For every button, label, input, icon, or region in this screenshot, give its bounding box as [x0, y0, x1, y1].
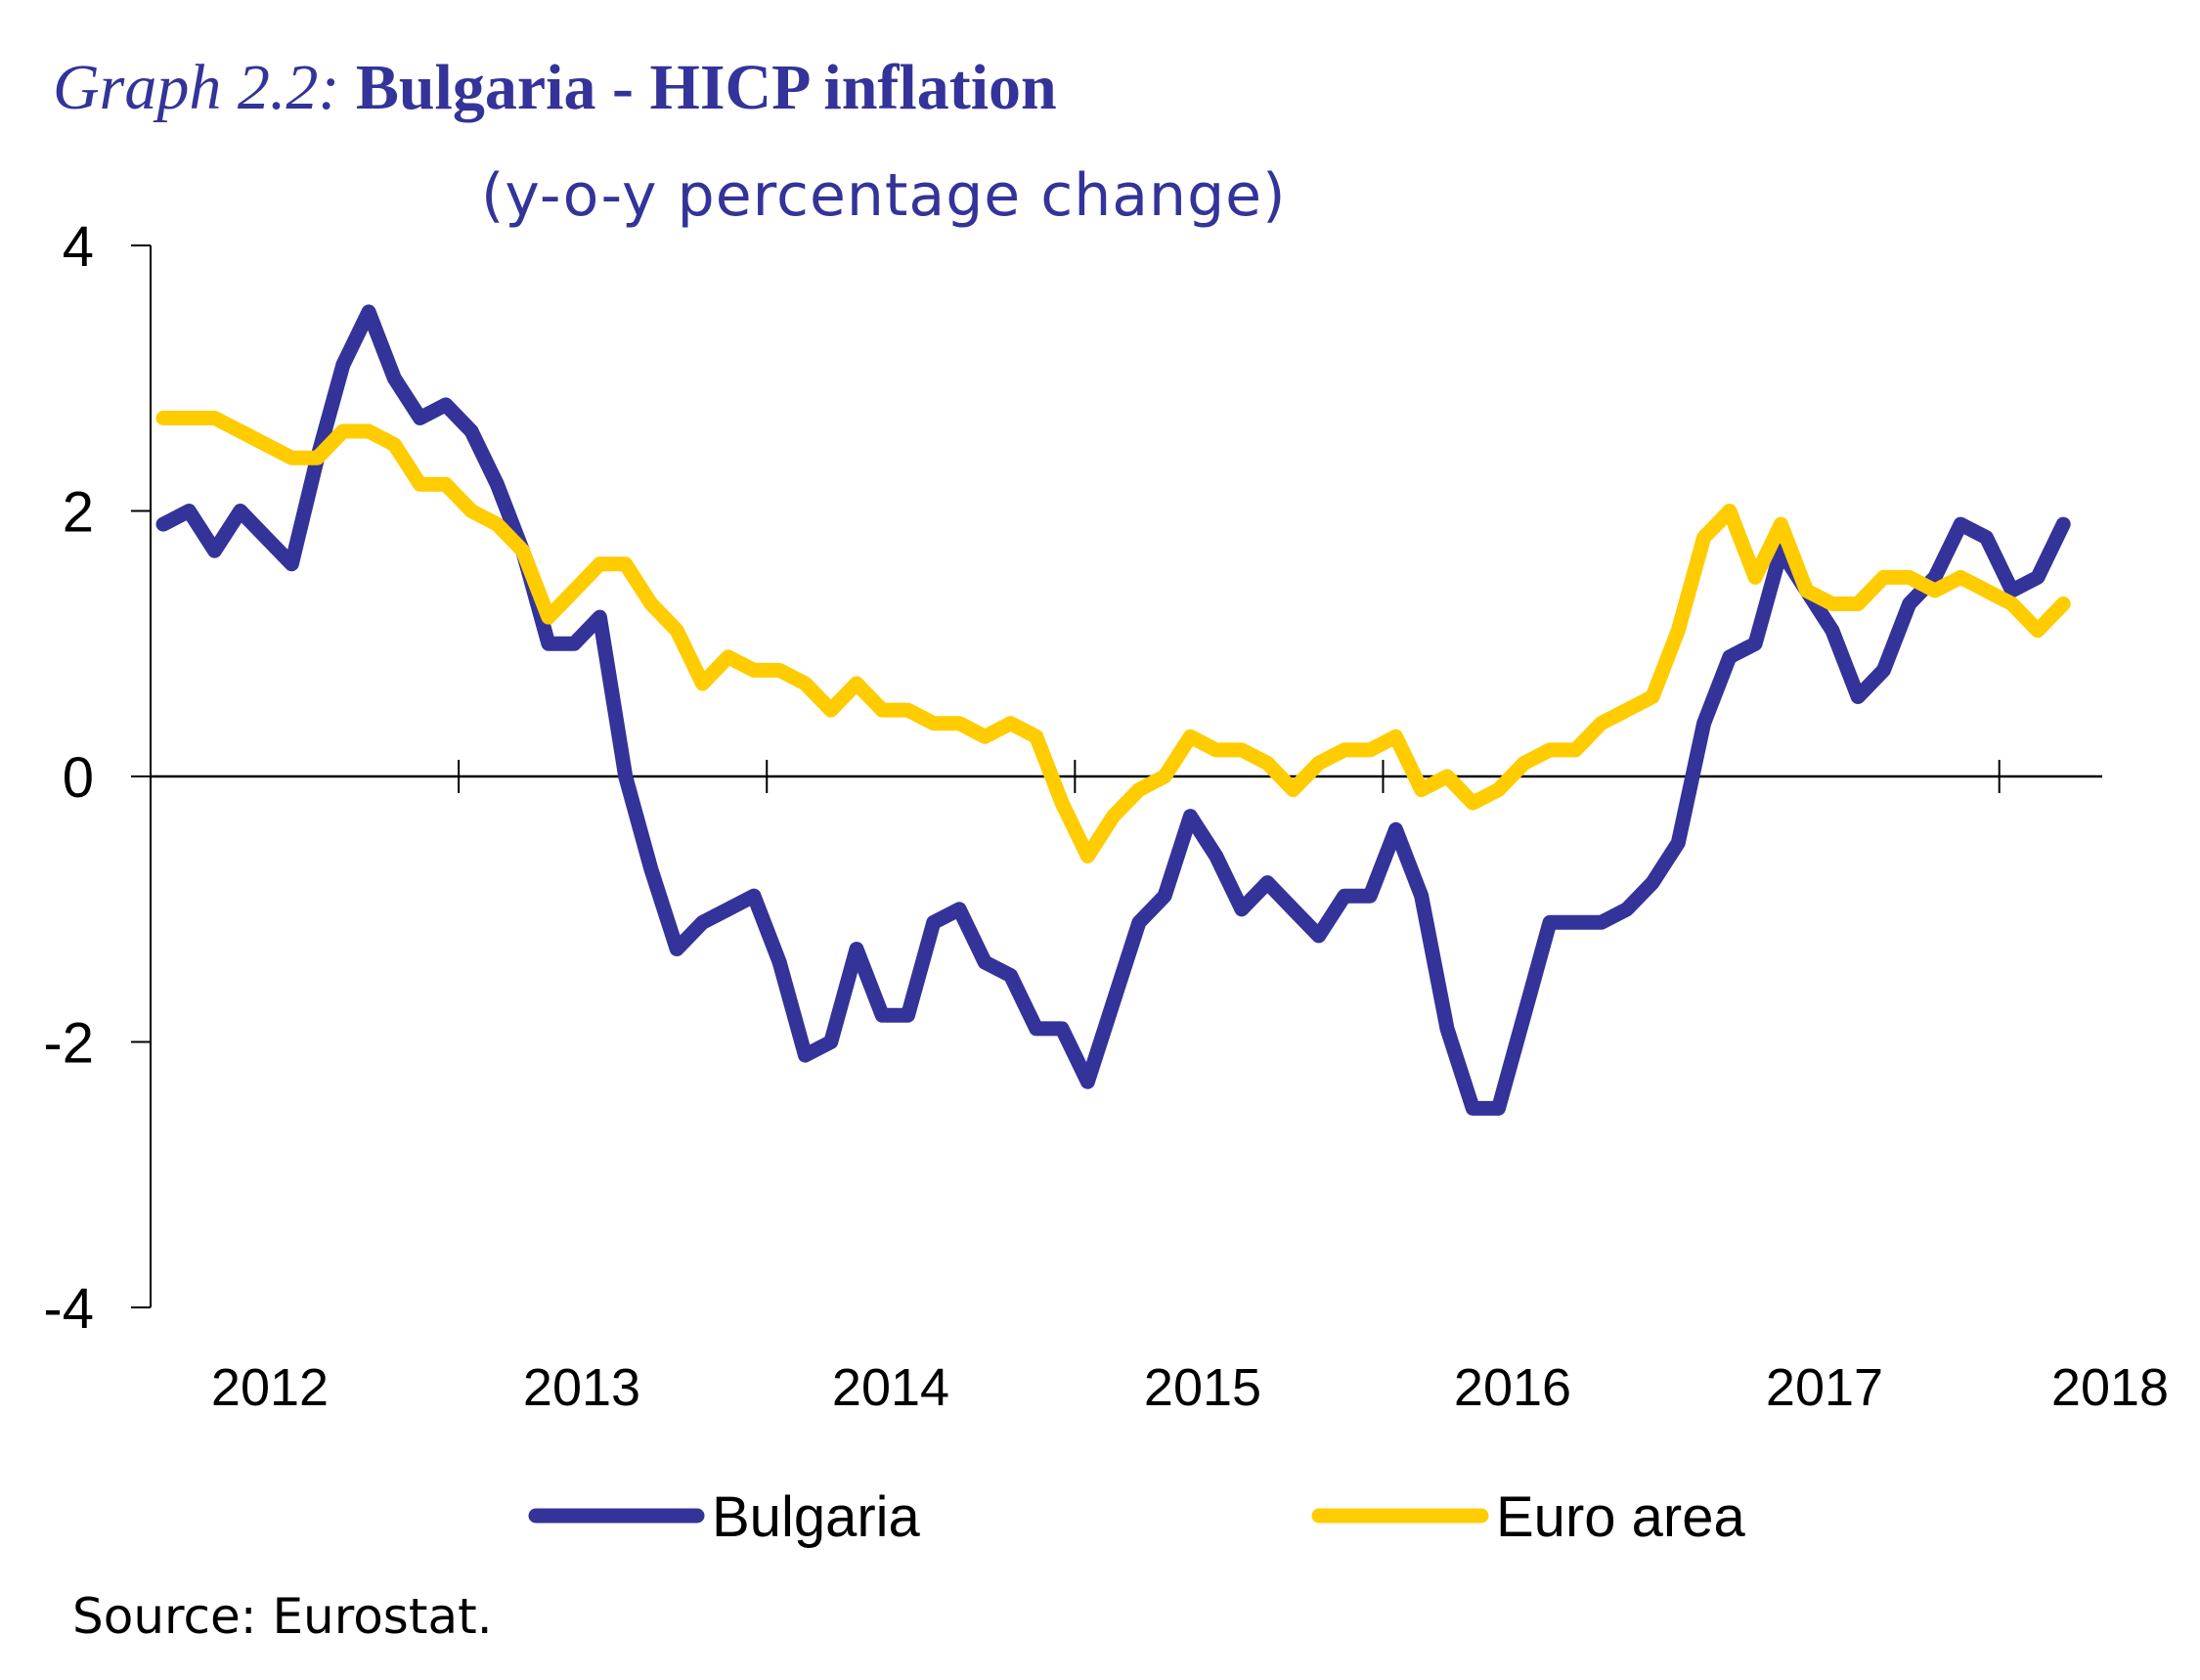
y-tick-label: 4 [63, 215, 94, 279]
series-lines [155, 304, 2071, 1116]
series-line-bulgaria [155, 304, 2071, 1116]
x-tick-label: 2017 [1766, 1358, 1883, 1417]
x-tick-label: 2013 [523, 1358, 640, 1417]
legend-label-bulgaria: Bulgaria [712, 1485, 921, 1549]
y-tick-labels: 4 2 0 -2 -4 [43, 215, 94, 1341]
chart-title-main: Bulgaria - HICP inflation [355, 52, 1057, 123]
y-tick-label: -2 [43, 1012, 94, 1076]
x-tick-labels: 2012 2013 2014 2015 2016 2017 2018 [211, 1358, 2169, 1417]
y-tick-label: 2 [63, 481, 94, 545]
x-tick-label: 2016 [1454, 1358, 1571, 1417]
y-tick-label: 0 [63, 746, 94, 810]
series-line-euro-area [155, 411, 2071, 863]
axes [131, 244, 2102, 1308]
y-tick-label: -4 [43, 1277, 94, 1341]
legend-label-euro-area: Euro area [1496, 1485, 1745, 1549]
x-tick-label: 2015 [1144, 1358, 1261, 1417]
x-tick-label: 2018 [2051, 1358, 2169, 1417]
chart-subtitle: (y-o-y percentage change) [481, 161, 1287, 230]
x-tick-label: 2012 [211, 1358, 329, 1417]
chart-title-prefix: Graph 2.2: [53, 52, 340, 123]
legend: Bulgaria Euro area [528, 1485, 1745, 1549]
chart-title: Graph 2.2: Bulgaria - HICP inflation [53, 49, 1057, 127]
source-note: Source: Eurostat. [72, 1588, 493, 1645]
x-tick-label: 2014 [832, 1358, 949, 1417]
